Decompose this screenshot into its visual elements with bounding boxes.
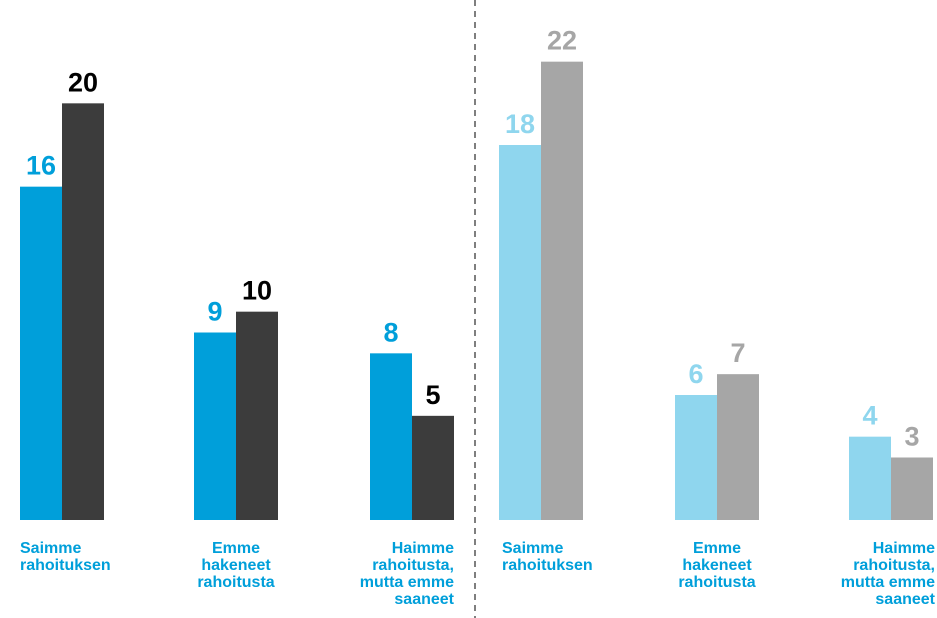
bar [849, 436, 891, 520]
value-label: 10 [242, 276, 272, 306]
bar [499, 145, 541, 520]
value-label: 22 [547, 26, 577, 56]
bar [194, 332, 236, 520]
value-label: 7 [730, 338, 745, 368]
value-label: 9 [207, 297, 222, 327]
value-label: 3 [904, 422, 919, 452]
bar [236, 311, 278, 520]
bar [717, 374, 759, 520]
bar [891, 457, 933, 520]
bar [541, 61, 583, 521]
bar [370, 353, 412, 520]
value-label: 4 [862, 401, 877, 431]
value-label: 18 [505, 109, 535, 139]
value-label: 6 [688, 359, 703, 389]
bar [675, 395, 717, 520]
category-label: Saimme rahoituksen [502, 540, 593, 574]
category-label: Emme hakeneet rahoitusta [678, 540, 756, 591]
category-label: Saimme rahoituksen [20, 540, 111, 574]
bar [62, 103, 104, 520]
value-label: 16 [26, 151, 56, 181]
category-label: Emme hakeneet rahoitusta [197, 540, 275, 591]
bar [412, 415, 454, 520]
bar [20, 186, 62, 520]
category-label: Haimme rahoitusta, mutta emme saaneet [359, 540, 454, 608]
category-label: Haimme rahoitusta, mutta emme saaneet [840, 540, 935, 608]
value-label: 20 [68, 67, 98, 97]
value-label: 8 [383, 317, 398, 347]
value-label: 5 [425, 380, 440, 410]
